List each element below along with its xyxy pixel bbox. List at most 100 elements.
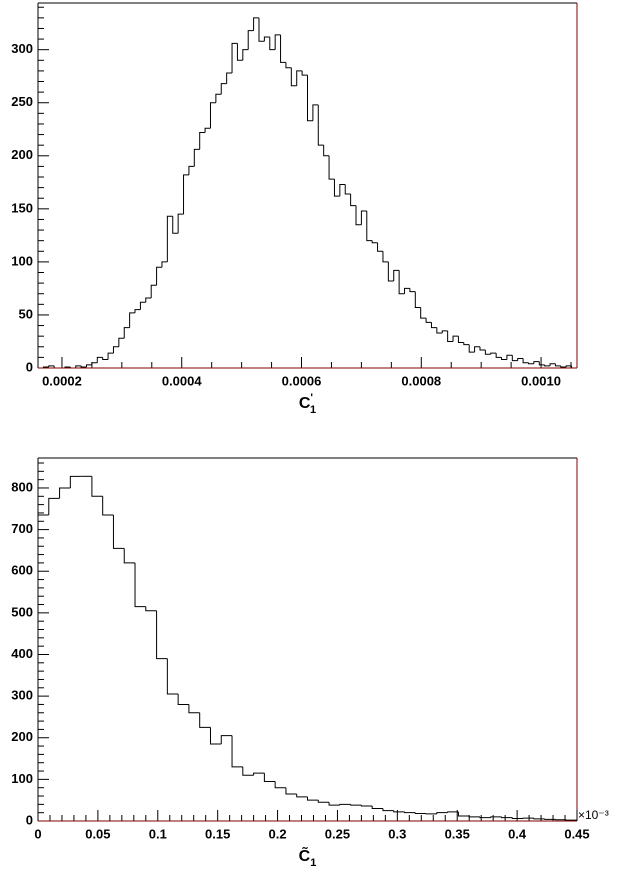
histogram-bin [80,365,87,368]
y-tick-label: 50 [19,306,33,321]
y-tick-label: 600 [11,563,33,578]
histogram-bin [145,297,152,303]
histogram-bin [107,352,114,360]
histogram-bin [414,812,427,815]
histogram-bin [156,266,162,286]
x-tick-label: 0.0010 [521,373,561,388]
x-axis-label: C̃1 [299,845,317,869]
histogram-bin [129,312,136,328]
x-tick-label: 0.25 [325,826,350,841]
x-tick-label: 0.35 [445,826,470,841]
histogram-bin [484,349,491,355]
histogram-bin [317,800,330,803]
histogram-bin [209,102,216,129]
histogram-bin [134,309,141,313]
histogram-bin [37,514,49,821]
x-tick-label: 0.3 [388,826,406,841]
histogram-bin [253,772,265,776]
x-tick-label: 0.0002 [42,373,82,388]
histogram-bin [220,735,233,744]
x-axis-label-main: C̃ [299,845,311,865]
y-tick-label: 200 [11,147,33,162]
histogram-bin [538,361,545,366]
histogram-bin [511,817,524,820]
histogram-bin [188,704,200,714]
histogram-bin [457,336,464,344]
y-tick-label: 300 [11,41,33,56]
histogram-bin [565,365,572,367]
histogram-bin [339,803,351,806]
histogram-bin [231,735,243,768]
histogram-bin [301,70,308,76]
histogram-bin [307,75,313,122]
histogram-bin [166,658,179,695]
histogram-bin [177,694,189,705]
histogram-bin [312,104,319,121]
histogram-bin [209,727,222,745]
histogram-bin [350,804,362,806]
y-tick-label: 500 [11,604,33,619]
y-tick-label: 0 [26,812,33,827]
histogram-bin [490,352,497,355]
histogram-bin [231,42,238,74]
histogram-bin [366,210,373,242]
histogram-bin [490,816,502,818]
x-axis-label-sub: 1 [310,404,316,416]
histogram-bin [420,307,427,319]
histogram-bin [511,355,518,362]
x-tick-label: 0.1 [149,826,167,841]
histogram-bin [226,72,233,84]
histogram-bin [242,49,249,61]
y-tick-label: 250 [11,94,33,109]
histogram-bin [333,179,340,197]
histogram-bin [457,811,470,817]
x-axis-label-sup: ' [310,392,313,404]
histogram-bin [123,327,130,339]
histogram-bin [199,712,211,728]
histogram-bin [441,330,448,333]
x-axis-label: C' 1 [299,392,316,416]
histogram-bin [328,155,335,180]
x-tick-label: 0.4 [508,826,527,841]
x-tick-label: 0.15 [205,826,230,841]
histogram-bin [393,810,405,813]
histogram-bin [522,358,529,364]
histogram-bin [377,242,383,252]
histogram-bin [560,365,567,368]
histogram-bin [544,364,551,367]
histogram-bin [263,36,270,42]
histogram-bin [139,301,146,310]
histogram-bin [382,808,394,812]
histogram-bin [382,251,389,263]
histogram-bin [425,318,432,323]
histogram-bin [409,288,416,293]
y-tick-label: 100 [11,771,33,786]
histogram-bin [371,806,383,810]
y-tick-label: 400 [11,646,33,661]
histogram-bin [91,362,98,365]
histogram-bin [274,34,281,50]
histogram-bin [360,805,373,807]
histogram-bin [258,17,265,42]
histogram-bin [474,346,480,353]
histogram-bin [161,261,168,268]
histogram-bin [479,816,491,819]
histogram-bin [436,327,443,334]
histogram-bin [501,357,507,361]
histogram-bin [430,322,437,329]
histogram-bin [323,145,330,157]
y-tick-label: 700 [11,521,33,536]
histogram-bin [495,353,502,358]
x-tick-label: 0.45 [564,826,589,841]
histogram-bin [285,787,297,795]
histogram-bin [414,291,421,309]
histogram-bin [549,363,556,366]
histogram-bin [533,818,545,820]
histogram-bin [177,213,184,234]
x-tick-label: 0.0004 [162,373,203,388]
histogram-bin [199,131,206,150]
histogram-bin [75,365,82,368]
histogram-bin [188,165,195,175]
x-tick-label: 0.2 [269,826,287,841]
